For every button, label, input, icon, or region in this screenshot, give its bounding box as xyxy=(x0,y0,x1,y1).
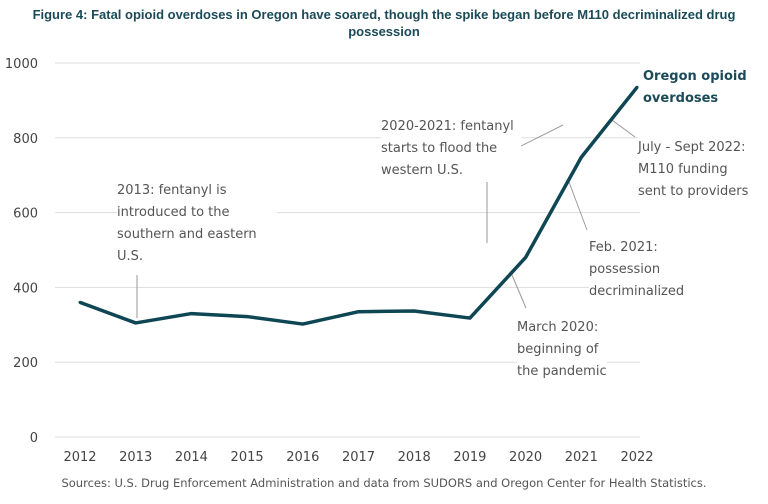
data-point xyxy=(78,300,82,304)
y-tick-label: 0 xyxy=(30,431,38,446)
annotation-2013: 2013: fentanyl is introduced to the sout… xyxy=(117,180,277,268)
annotation-march-2020: March 2020: beginning of the pandemic xyxy=(517,317,607,383)
series-label: Oregon opioid overdoses xyxy=(643,69,747,106)
x-tick-label: 2012 xyxy=(63,450,96,465)
data-point xyxy=(357,310,360,314)
data-point xyxy=(134,321,138,325)
y-tick-label: 600 xyxy=(13,207,38,222)
annotation-feb-2021: Feb. 2021: possession decriminalized xyxy=(589,237,699,303)
x-tick-label: 2022 xyxy=(620,450,653,465)
y-tick-label: 1000 xyxy=(5,57,38,72)
annotation-2020-2021: 2020-2021: fentanyl starts to flood the … xyxy=(381,116,521,182)
data-point xyxy=(524,255,528,259)
x-tick-label: 2019 xyxy=(453,450,486,465)
y-tick-label: 200 xyxy=(13,356,38,371)
source-note: Sources: U.S. Drug Enforcement Administr… xyxy=(61,476,707,490)
chart-title: Figure 4: Fatal opioid overdoses in Oreg… xyxy=(32,7,736,39)
y-tick-label: 400 xyxy=(13,281,38,296)
x-tick-label: 2020 xyxy=(509,450,542,465)
x-tick-label: 2016 xyxy=(286,450,319,465)
x-tick-label: 2018 xyxy=(398,450,431,465)
data-point xyxy=(189,312,193,316)
data-point xyxy=(245,315,249,319)
data-point xyxy=(301,322,305,326)
leader-line-feb-2021 xyxy=(568,181,588,231)
data-point xyxy=(635,85,639,89)
x-tick-label: 2014 xyxy=(175,450,208,465)
x-tick-label: 2021 xyxy=(565,450,598,465)
data-point xyxy=(468,316,472,320)
data-point xyxy=(579,155,583,159)
data-point xyxy=(412,309,416,313)
x-tick-label: 2013 xyxy=(119,450,152,465)
leader-line-march-2020 xyxy=(511,274,527,309)
x-tick-label: 2017 xyxy=(342,450,375,465)
leader-line-july-2022 xyxy=(611,119,636,138)
y-tick-label: 800 xyxy=(13,132,38,147)
annotation-july-sept-2022: July - Sept 2022: M110 funding sent to p… xyxy=(638,137,750,203)
x-tick-label: 2015 xyxy=(231,450,264,465)
